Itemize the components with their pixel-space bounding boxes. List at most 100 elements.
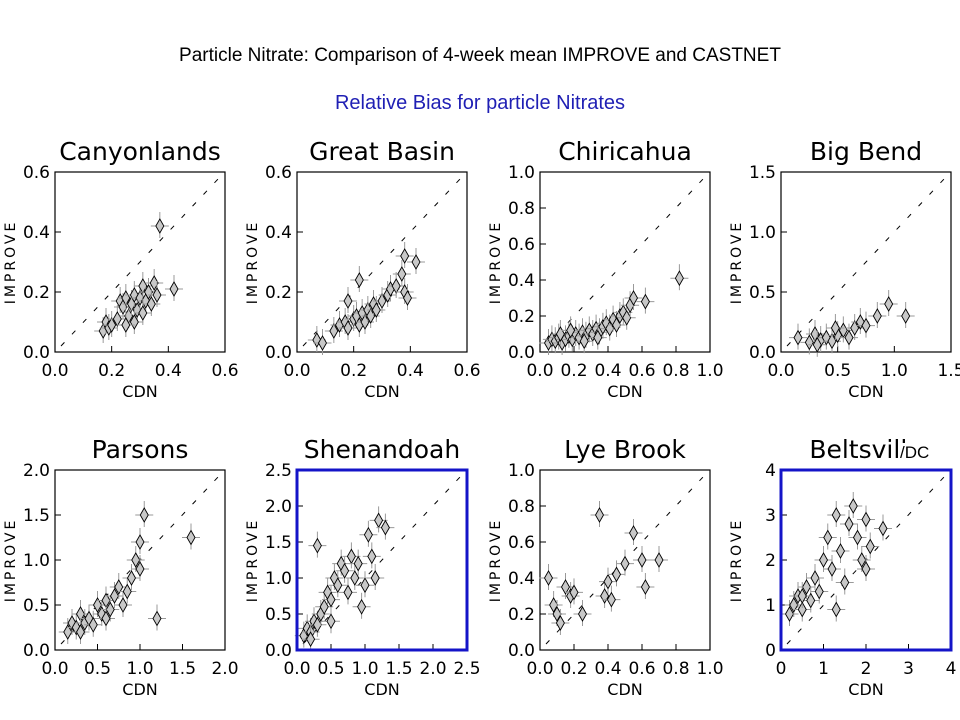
data-point bbox=[135, 501, 154, 527]
data-point bbox=[308, 610, 327, 637]
data-point bbox=[116, 311, 135, 337]
x-tick-label: 0.6 bbox=[628, 659, 655, 679]
data-point bbox=[133, 299, 152, 325]
y-tick-label: 4 bbox=[765, 461, 776, 481]
x-tick-label: 0.4 bbox=[594, 361, 621, 381]
y-tick-label: 0.2 bbox=[508, 307, 535, 327]
y-tick-label: 0.8 bbox=[508, 199, 535, 219]
data-point bbox=[831, 537, 850, 563]
data-point bbox=[636, 573, 655, 599]
data-point bbox=[599, 567, 617, 594]
x-tick-label: 0.0 bbox=[41, 659, 68, 679]
y-tick-label: 1.0 bbox=[23, 551, 50, 571]
data-point bbox=[607, 560, 626, 587]
x-tick-label: 1 bbox=[818, 659, 829, 679]
x-tick-label: 0.8 bbox=[662, 659, 689, 679]
y-tick-label: 0 bbox=[765, 641, 776, 661]
data-point bbox=[308, 531, 327, 558]
y-tick-label: 2 bbox=[765, 551, 776, 571]
data-point bbox=[797, 573, 816, 599]
data-point bbox=[339, 287, 357, 313]
data-point bbox=[617, 303, 636, 330]
x-tick-label: 0.5 bbox=[317, 659, 344, 679]
y-tick-label: 0.0 bbox=[265, 641, 292, 661]
data-point bbox=[823, 327, 841, 354]
data-point bbox=[376, 513, 395, 540]
x-tick-label: 1.0 bbox=[126, 659, 153, 679]
x-tick-label: 0.0 bbox=[526, 659, 553, 679]
panel-title: Canyonlands bbox=[59, 137, 221, 166]
data-point bbox=[352, 592, 371, 619]
x-tick-label: 1.5 bbox=[385, 659, 412, 679]
x-tick-label: 3 bbox=[903, 659, 914, 679]
page-title: Particle Nitrate: Comparison of 4-week m… bbox=[179, 45, 781, 66]
x-tick-label: 0.4 bbox=[397, 361, 424, 381]
x-tick-label: 0.0 bbox=[283, 659, 310, 679]
data-point bbox=[852, 546, 871, 572]
data-point bbox=[636, 287, 655, 314]
data-point bbox=[868, 302, 887, 328]
y-tick-label: 1.5 bbox=[265, 533, 292, 553]
y-tick-label: 1.5 bbox=[749, 163, 776, 183]
y-tick-label: 0.6 bbox=[23, 163, 50, 183]
data-point bbox=[806, 564, 824, 590]
y-tick-label: 0.4 bbox=[508, 569, 535, 589]
data-point bbox=[335, 556, 354, 583]
data-point bbox=[624, 519, 643, 545]
data-point bbox=[105, 582, 124, 608]
y-tick-label: 0.5 bbox=[265, 605, 292, 625]
data-point bbox=[395, 242, 414, 268]
data-point bbox=[857, 555, 875, 581]
chart-panel: Canyonlands 0.0 0.2 0.4 0.6 0.0 0.2 0.4 0.6 CDN IM… bbox=[3, 137, 239, 401]
data-point bbox=[784, 591, 803, 617]
data-point bbox=[97, 604, 115, 631]
x-tick-label: 0.8 bbox=[662, 361, 689, 381]
y-tick-label: 0.6 bbox=[265, 163, 292, 183]
data-point bbox=[633, 546, 651, 572]
data-point bbox=[101, 595, 120, 622]
plot-frame bbox=[539, 469, 711, 651]
y-tick-label: 0.8 bbox=[508, 497, 535, 517]
y-tick-label: 0.2 bbox=[508, 605, 535, 625]
data-point bbox=[148, 604, 166, 631]
data-point bbox=[861, 532, 880, 559]
data-point bbox=[826, 314, 845, 340]
highlight-frame bbox=[295, 468, 469, 652]
data-point bbox=[349, 549, 368, 576]
y-tick-label: 0.0 bbox=[23, 343, 50, 363]
data-point bbox=[810, 577, 829, 604]
data-point bbox=[575, 327, 594, 354]
data-point bbox=[71, 618, 90, 644]
data-point bbox=[328, 571, 347, 598]
data-point bbox=[840, 510, 858, 536]
data-point bbox=[118, 577, 137, 604]
y-tick-label: 0.2 bbox=[23, 283, 50, 303]
y-tick-label: 0.4 bbox=[265, 223, 292, 243]
y-tick-label: 0.4 bbox=[508, 271, 535, 291]
data-point bbox=[814, 546, 833, 572]
data-point bbox=[801, 586, 820, 613]
panel-title: Lye Brook bbox=[564, 435, 686, 464]
data-point bbox=[313, 329, 332, 355]
x-tick-label: 0.2 bbox=[560, 659, 587, 679]
data-point bbox=[590, 501, 609, 527]
data-point bbox=[780, 600, 799, 626]
x-tick-label: 0.2 bbox=[98, 361, 125, 381]
x-tick-label: 2 bbox=[861, 659, 872, 679]
data-point bbox=[359, 520, 378, 547]
x-axis-label: CDN bbox=[122, 382, 157, 401]
y-tick-label: 0.4 bbox=[23, 223, 50, 243]
x-tick-label: 2.5 bbox=[453, 659, 480, 679]
data-point bbox=[345, 564, 364, 590]
x-axis-label: CDN bbox=[607, 680, 642, 699]
x-tick-label: 0.6 bbox=[628, 361, 655, 381]
x-tick-label: 0.4 bbox=[155, 361, 182, 381]
dc-note: /DC bbox=[898, 443, 932, 463]
y-axis-label: IMPROVE bbox=[245, 220, 261, 305]
y-axis-label: IMPROVE bbox=[3, 518, 19, 603]
y-tick-label: 1.0 bbox=[265, 569, 292, 589]
chart-panel: Chiricahua 0.0 0.2 0.4 0.6 0.8 1.0 0.0 0.2 0.4 0.6… bbox=[488, 137, 724, 401]
x-tick-label: 2.0 bbox=[419, 659, 446, 679]
data-point bbox=[827, 595, 846, 622]
